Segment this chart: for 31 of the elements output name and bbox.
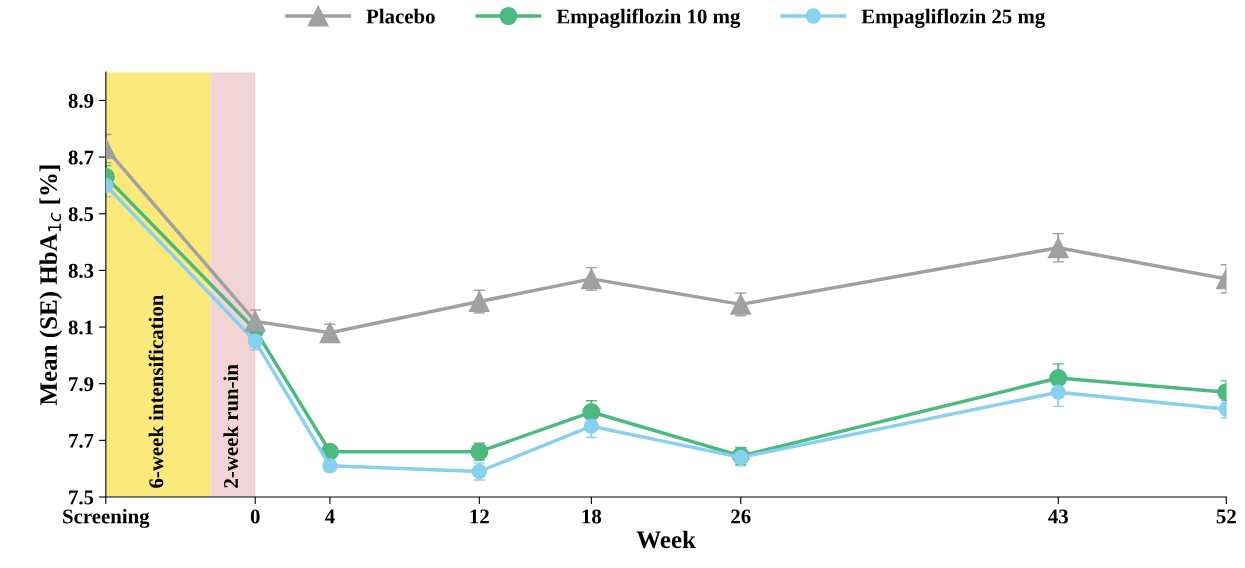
band-label: 2-week run-in (223, 364, 239, 488)
legend-label: Placebo (366, 8, 435, 24)
x-axis-title: Week (636, 530, 696, 549)
y-tick-label: 7.7 (69, 433, 94, 448)
y-tick-label: 7.9 (69, 377, 94, 392)
y-tick-label: 8.3 (68, 263, 94, 278)
y-axis-title: Mean (SE) HbA$_{1c}$ [%] (39, 165, 63, 406)
point (1049, 369, 1068, 388)
band-label: 6-week intensification (148, 294, 164, 488)
x-tick-label: 4 (325, 509, 335, 524)
x-tick-label: 52 (1216, 509, 1236, 524)
point (468, 291, 490, 312)
point (730, 293, 752, 315)
y-tick-label: 8.1 (68, 320, 93, 335)
point (1047, 237, 1069, 259)
y-tick-label: 7.5 (69, 490, 94, 505)
x-tick-label: 0 (250, 509, 260, 524)
x-tick-label: 18 (582, 509, 602, 524)
legend-label: Empagliflozin 10 mg (556, 8, 741, 28)
x-tick-label: Screening (63, 508, 150, 528)
point (1050, 384, 1066, 400)
y-tick-label: 8.7 (68, 150, 94, 165)
point (580, 268, 602, 290)
x-tick-label: 12 (470, 509, 489, 524)
point (583, 418, 600, 434)
x-tick-label: 26 (731, 509, 751, 524)
y-tick-label: 8.9 (68, 93, 94, 108)
point (319, 322, 341, 344)
y-tick-label: 8.5 (68, 207, 94, 222)
x-tick-label: 43 (1048, 509, 1068, 524)
legend-label: Empagliflozin 25 mg (861, 8, 1046, 28)
